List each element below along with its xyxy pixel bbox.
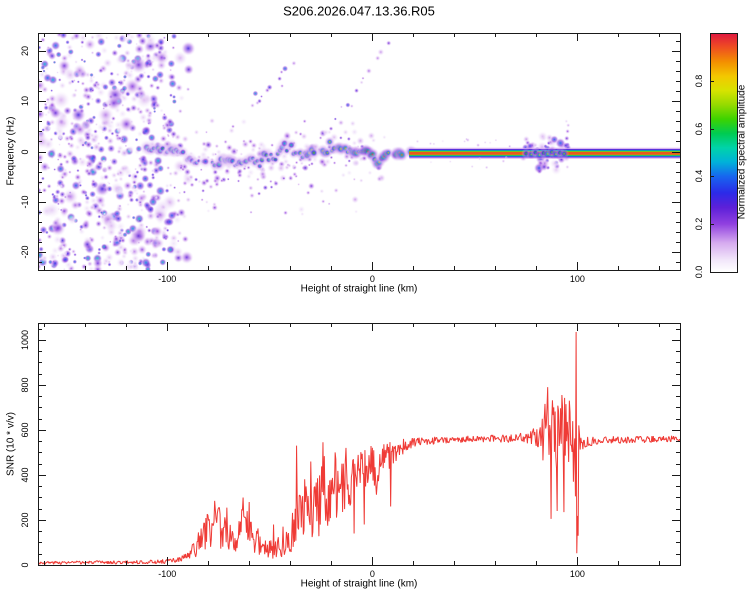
bottom-y-axis-label: SNR (10 * v/v) — [5, 412, 17, 476]
tick-label: -10 — [20, 195, 30, 209]
tick-label: 0.4 — [694, 170, 704, 183]
tick-label: 400 — [20, 467, 30, 483]
bottom-x-axis-label: Height of straight line (km) — [300, 578, 418, 590]
tick-label: 0.2 — [694, 217, 704, 231]
tick-label: 0.6 — [694, 122, 704, 135]
top-x-axis-label: Height of straight line (km) — [300, 283, 418, 295]
top-y-axis-label: Frequency (Hz) — [5, 116, 17, 186]
tick-label: 600 — [20, 422, 30, 438]
tick-label: -100 — [158, 569, 177, 579]
tick-label: 800 — [20, 377, 30, 393]
figure-title: S206.2026.047.13.36.R05 — [283, 3, 435, 19]
tick-label: 0.8 — [694, 74, 704, 88]
tick-label: -20 — [20, 245, 30, 259]
colorbar-label: Normalized spectral amplitude — [736, 84, 748, 220]
tick-label: 0 — [20, 148, 30, 155]
tick-label: 0.0 — [694, 265, 704, 279]
tick-label: 0 — [369, 274, 375, 284]
tick-label: 20 — [20, 45, 30, 56]
tick-label: 200 — [20, 512, 30, 528]
tick-label: 0 — [20, 562, 30, 568]
tick-label: 10 — [20, 96, 30, 107]
tick-label: -100 — [158, 274, 177, 284]
tick-label: 0 — [369, 569, 375, 579]
tick-label: 100 — [569, 274, 585, 284]
tick-label: 100 — [569, 569, 585, 579]
tick-label: 1000 — [20, 329, 30, 350]
